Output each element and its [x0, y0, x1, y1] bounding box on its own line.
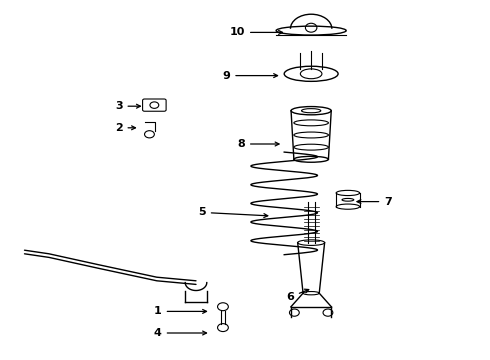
Text: 9: 9	[222, 71, 277, 81]
Text: 5: 5	[198, 207, 268, 217]
Text: 1: 1	[154, 306, 206, 316]
Text: 2: 2	[115, 123, 135, 133]
Text: 4: 4	[154, 328, 206, 338]
Text: 6: 6	[286, 289, 309, 302]
Text: 10: 10	[230, 27, 282, 37]
Text: 3: 3	[115, 101, 140, 111]
Text: 8: 8	[237, 139, 279, 149]
Text: 7: 7	[357, 197, 392, 207]
